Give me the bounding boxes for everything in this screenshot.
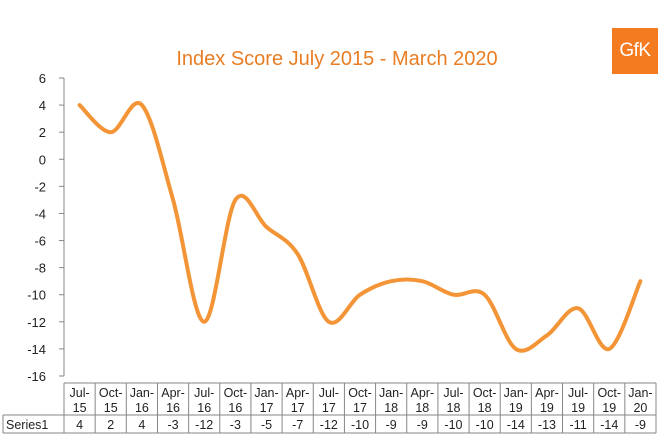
x-tick-label-year: 17 <box>260 401 274 415</box>
table-value-cell: -14 <box>600 418 618 432</box>
x-tick-label-year: 18 <box>415 401 429 415</box>
table-value-cell: -10 <box>351 418 369 432</box>
table-value-cell: -9 <box>635 418 646 432</box>
x-tick-label-month: Apr- <box>535 386 559 400</box>
x-tick-label-month: Jul- <box>70 386 90 400</box>
table-value-cell: 4 <box>138 418 145 432</box>
y-tick-label: 6 <box>39 71 46 86</box>
x-tick-label-year: 19 <box>602 401 616 415</box>
y-tick-label: 2 <box>39 125 46 140</box>
x-tick-label-month: Jul- <box>443 386 463 400</box>
x-tick-label-year: 17 <box>353 401 367 415</box>
x-tick-label-month: Jul- <box>194 386 214 400</box>
table-value-cell: -9 <box>386 418 397 432</box>
gfk-logo: GfK <box>612 28 658 74</box>
x-tick-label-year: 17 <box>322 401 336 415</box>
x-tick-label-year: 16 <box>197 401 211 415</box>
y-tick-label: -12 <box>27 315 46 330</box>
x-tick-label-year: 19 <box>540 401 554 415</box>
x-tick-label-year: 18 <box>384 401 398 415</box>
y-tick-label: -14 <box>27 342 46 357</box>
series1-line <box>77 101 643 353</box>
x-tick-label-year: 16 <box>166 401 180 415</box>
y-tick-label: -4 <box>34 206 46 221</box>
x-tick-label-year: 19 <box>509 401 523 415</box>
y-tick-label: -10 <box>27 288 46 303</box>
table-value-cell: -10 <box>476 418 494 432</box>
table-value-cell: -5 <box>261 418 272 432</box>
y-tick-label: -16 <box>27 369 46 384</box>
x-tick-label-month: Oct- <box>473 386 497 400</box>
y-tick-label: -2 <box>34 179 46 194</box>
x-tick-label-month: Jan- <box>628 386 652 400</box>
table-value-cell: 4 <box>76 418 83 432</box>
x-tick-label-year: 16 <box>228 401 242 415</box>
x-tick-label-month: Oct- <box>597 386 621 400</box>
y-tick-label: -8 <box>34 261 46 276</box>
y-axis: 6 4 2 0 -2 -4 -6 -8 -10 -12 -14 -16 <box>27 71 65 384</box>
x-tick-label-month: Jul- <box>568 386 588 400</box>
table-value-cell: -14 <box>507 418 525 432</box>
x-tick-label-month: Jan- <box>130 386 154 400</box>
table-value-cell: -12 <box>195 418 213 432</box>
table-value-cell: -12 <box>320 418 338 432</box>
y-tick-label: 4 <box>39 98 46 113</box>
x-tick-label-year: 18 <box>478 401 492 415</box>
x-tick-label-year: 16 <box>135 401 149 415</box>
table-value-cell: -9 <box>417 418 428 432</box>
gfk-logo-text: GfK <box>619 40 651 61</box>
y-tick-label: 0 <box>39 152 46 167</box>
x-tick-label-month: Jul- <box>319 386 339 400</box>
x-tick-label-month: Apr- <box>411 386 435 400</box>
table-series-label: Series1 <box>6 418 48 432</box>
x-tick-label-month: Apr- <box>286 386 310 400</box>
x-tick-label-month: Oct- <box>348 386 372 400</box>
x-tick-label-month: Apr- <box>161 386 185 400</box>
x-tick-label-year: 17 <box>291 401 305 415</box>
chart-title: Index Score July 2015 - March 2020 <box>176 48 497 70</box>
data-table: Series1Jul-154Oct-152Jan-164Apr-16-3Jul-… <box>2 382 657 434</box>
x-tick-label-year: 15 <box>104 401 118 415</box>
x-tick-label-month: Jan- <box>254 386 278 400</box>
x-tick-label-year: 19 <box>571 401 585 415</box>
table-value-cell: -10 <box>444 418 462 432</box>
x-tick-label-year: 20 <box>633 401 647 415</box>
x-tick-label-month: Oct- <box>99 386 123 400</box>
series-line-group <box>77 101 643 353</box>
table-value-cell: -7 <box>292 418 303 432</box>
x-tick-label-month: Jan- <box>504 386 528 400</box>
x-tick-label-month: Jan- <box>379 386 403 400</box>
table-value-cell: -11 <box>570 418 587 432</box>
table-value-cell: -13 <box>538 418 556 432</box>
table-value-cell: -3 <box>167 418 178 432</box>
x-tick-label-year: 15 <box>73 401 87 415</box>
x-tick-label-month: Oct- <box>224 386 248 400</box>
x-tick-label-year: 18 <box>447 401 461 415</box>
table-value-cell: 2 <box>107 418 114 432</box>
y-tick-label: -6 <box>34 234 46 249</box>
table-value-cell: -3 <box>230 418 241 432</box>
